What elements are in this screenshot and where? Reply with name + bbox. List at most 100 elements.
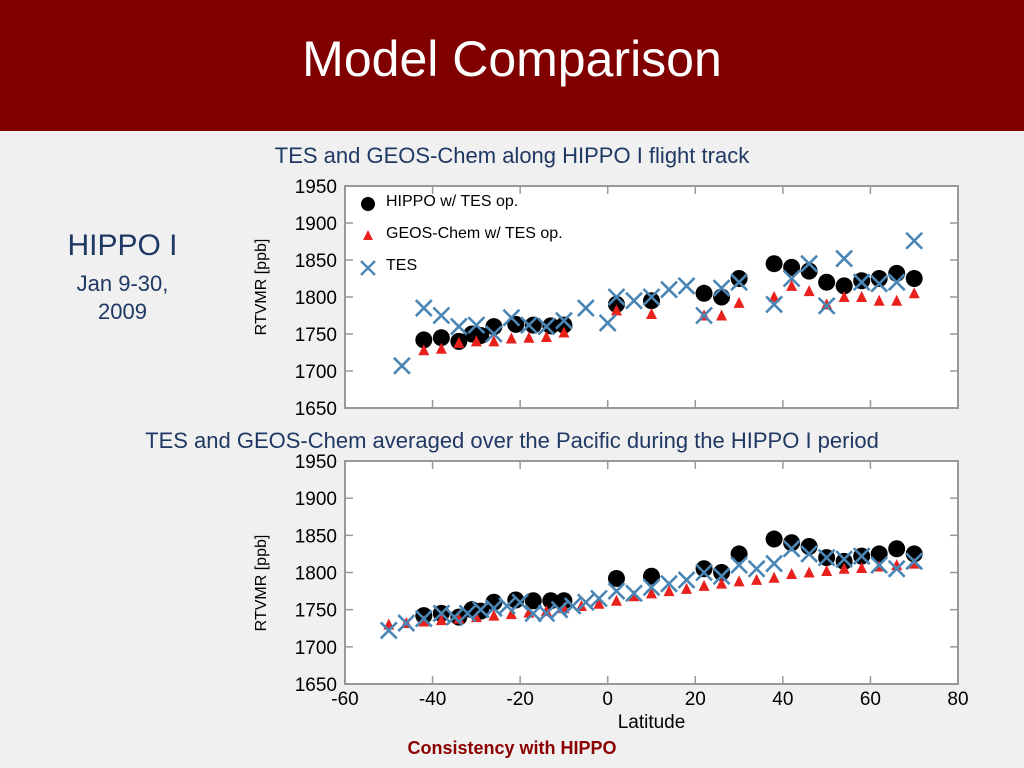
- geos-chem-point: [558, 326, 570, 338]
- x-axis-label: Latitude: [618, 712, 686, 733]
- x-tick-label: -60: [331, 689, 358, 710]
- hippo-point: [730, 270, 748, 287]
- tes-point: [555, 311, 573, 330]
- x-tick-label: 20: [685, 689, 706, 710]
- tes-point: [730, 556, 748, 574]
- tes-point: [642, 288, 661, 306]
- geos-chem-point: [418, 615, 430, 627]
- tes-point: [852, 273, 871, 292]
- tes-point: [817, 296, 836, 315]
- geos-chem-point: [908, 287, 920, 299]
- geos-chem-point: [610, 304, 622, 316]
- hippo-point: [415, 331, 433, 349]
- hippo-point: [432, 329, 450, 347]
- hippo-point: [713, 564, 731, 581]
- tes-point: [800, 254, 819, 273]
- geos-chem-point: [681, 582, 693, 594]
- geos-chem-point: [733, 575, 745, 587]
- side-note: HIPPO I Jan 9-30, 2009: [40, 228, 205, 326]
- hippo-point: [730, 545, 748, 563]
- hippo-point: [524, 592, 542, 610]
- geos-chem-point: [856, 291, 868, 302]
- geos-chem-point: [786, 279, 798, 291]
- legend-marker-geos-chem: [363, 230, 373, 240]
- hippo-point: [555, 592, 573, 610]
- footer-note: Consistency with HIPPO: [407, 738, 617, 758]
- geos-chem-point: [768, 571, 780, 583]
- hippo-point: [695, 284, 713, 302]
- tes-point: [852, 547, 871, 566]
- hippo-point: [818, 273, 836, 291]
- geos-chem-point: [540, 330, 552, 342]
- legend-marker-tes: [360, 260, 376, 276]
- tes-point: [432, 604, 451, 623]
- tes-point: [458, 604, 477, 623]
- tes-point: [445, 608, 464, 627]
- tes-point: [905, 552, 924, 571]
- geos-chem-point: [453, 336, 465, 348]
- geos-chem-point: [435, 614, 447, 626]
- tes-point: [590, 589, 608, 608]
- y-tick-label: 1700: [295, 362, 337, 383]
- hippo-point: [905, 270, 923, 287]
- hippo-point: [783, 258, 801, 276]
- tes-point: [598, 313, 617, 332]
- y-tick-label: 1750: [295, 325, 337, 346]
- geos-chem-point: [891, 294, 903, 306]
- y-tick-label: 1750: [295, 601, 337, 622]
- geos-chem-point: [646, 308, 657, 320]
- y-tick-label: 1900: [295, 489, 337, 510]
- geos-chem-point: [838, 562, 850, 574]
- geos-chem-point: [488, 335, 500, 347]
- x-tick-label: 60: [860, 689, 881, 710]
- geos-chem-point: [803, 285, 815, 297]
- legend-marker-hippo: [361, 197, 375, 211]
- tes-point: [511, 593, 530, 612]
- tes-point: [519, 316, 538, 335]
- hippo-point: [507, 591, 525, 609]
- x-tick-label: 80: [947, 689, 968, 710]
- tes-point: [870, 274, 889, 293]
- tes-point: [835, 249, 854, 268]
- geos-chem-point: [470, 335, 482, 347]
- geos-chem-point: [821, 565, 833, 577]
- hippo-point: [507, 315, 525, 333]
- tes-point: [414, 609, 433, 628]
- y-tick-label: 1950: [295, 452, 337, 473]
- geos-chem-point: [610, 594, 622, 606]
- geos-chem-point: [505, 608, 517, 620]
- geos-chem-point: [646, 587, 657, 599]
- hippo-point: [783, 534, 801, 552]
- x-tick-label: -20: [506, 689, 533, 710]
- y-tick-label: 1650: [295, 399, 337, 420]
- geos-chem-point: [786, 567, 798, 579]
- y-axis-label: RTVMR [ppb]: [253, 535, 270, 632]
- hippo-point: [555, 316, 573, 334]
- title-bar: [0, 0, 1024, 131]
- tes-point: [660, 280, 678, 299]
- geos-chem-point: [663, 585, 675, 597]
- tes-point: [576, 593, 595, 612]
- geos-chem-point: [435, 342, 447, 354]
- tes-point: [502, 308, 521, 327]
- x-tick-label: 40: [772, 689, 793, 710]
- geos-chem-point: [803, 566, 815, 578]
- hippo-point: [695, 560, 713, 578]
- slide-title: Model Comparison: [302, 31, 722, 87]
- tes-point: [563, 597, 582, 615]
- hippo-point: [835, 552, 853, 570]
- tes-point: [642, 578, 661, 597]
- x-tick-label: 0: [602, 689, 613, 710]
- tes-point: [397, 614, 416, 632]
- tes-point: [379, 621, 398, 640]
- y-tick-label: 1900: [295, 214, 337, 235]
- geos-chem-point: [733, 296, 745, 308]
- tes-point: [432, 306, 451, 325]
- tes-point: [414, 299, 433, 318]
- hippo-point: [542, 317, 560, 335]
- geos-chem-point: [856, 562, 868, 574]
- hippo-point: [607, 569, 625, 587]
- legend-label: TES: [386, 257, 417, 274]
- geos-chem-point: [698, 579, 710, 591]
